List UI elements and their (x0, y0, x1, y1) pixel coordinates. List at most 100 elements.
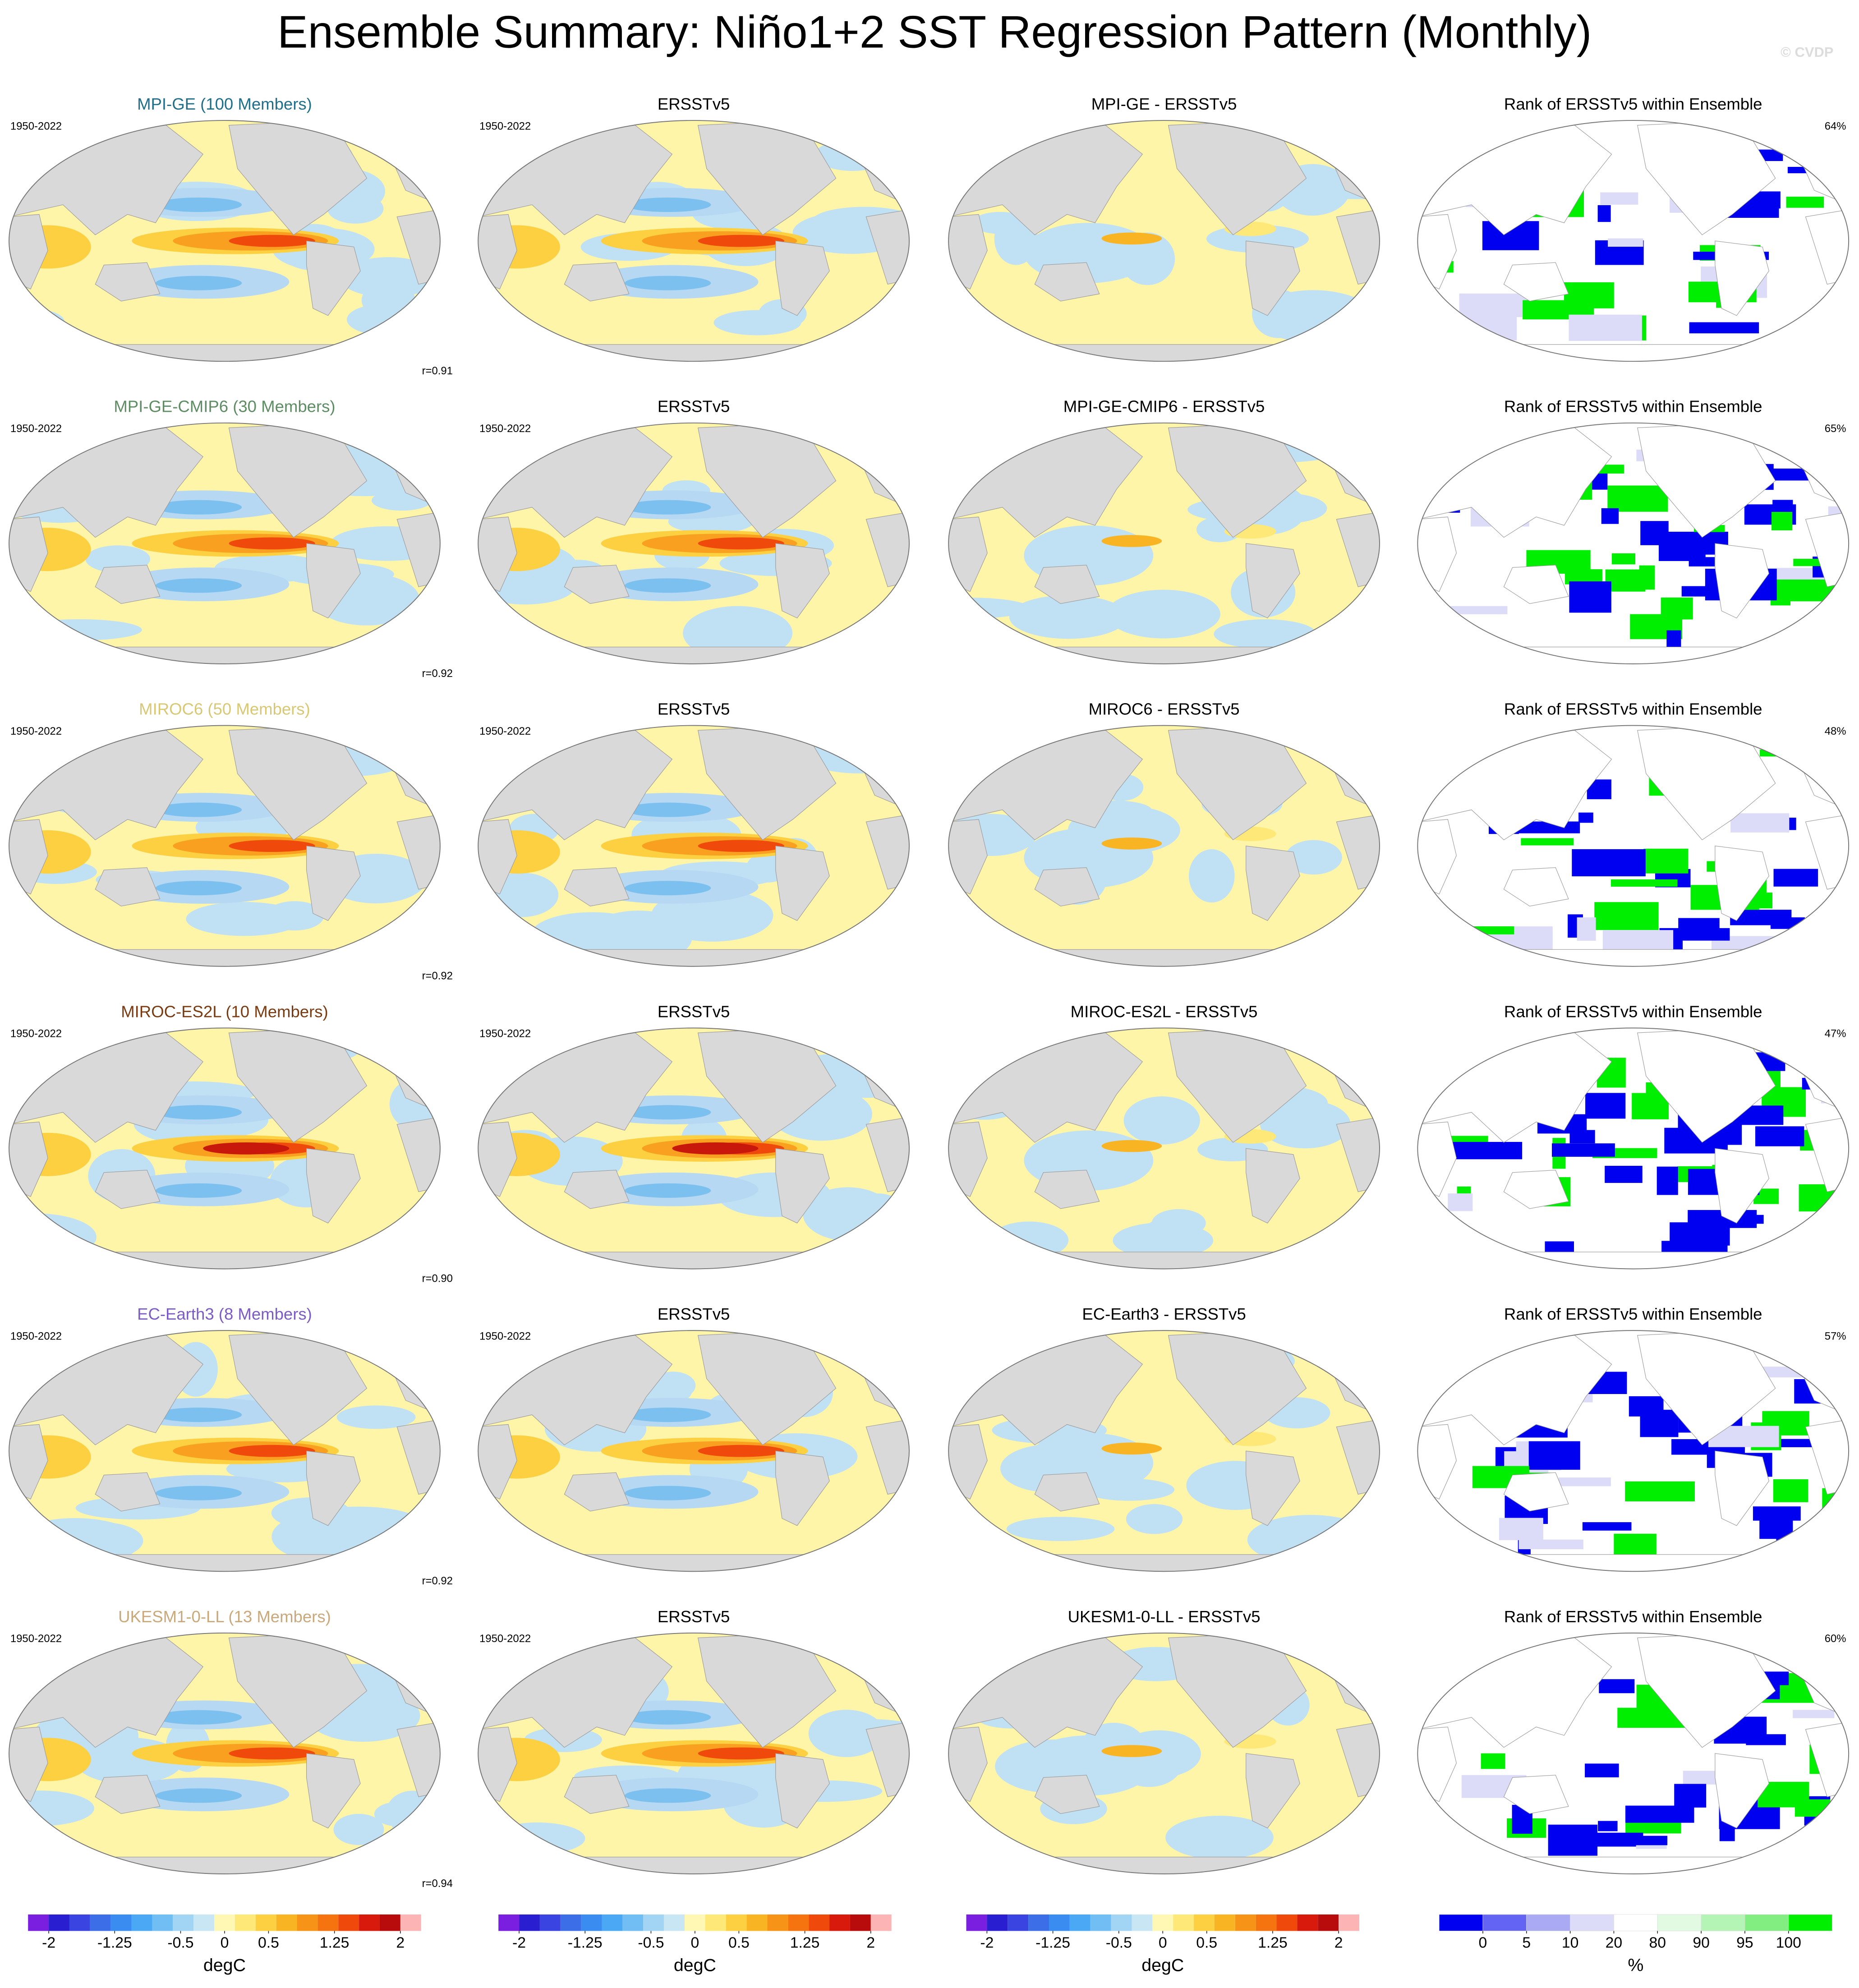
land (9, 1028, 203, 1143)
anomaly (1101, 232, 1162, 245)
rank-cell (1786, 197, 1824, 208)
anomaly (1214, 619, 1317, 649)
map (948, 1028, 1380, 1269)
anomaly (156, 1408, 242, 1422)
panel-title: ERSSTv5 (658, 1002, 730, 1021)
period-label: 1950-2022 (479, 725, 531, 737)
period-label: 1950-2022 (10, 120, 62, 132)
colorbar-box (1152, 1914, 1173, 1931)
rank-cell (1678, 918, 1720, 934)
land (948, 1424, 988, 1500)
anomaly (156, 1788, 242, 1803)
rank-cell (1605, 569, 1646, 592)
land (95, 262, 161, 302)
colorbar-tick-label: 1.25 (790, 1934, 820, 1951)
colorbar-box (255, 1914, 276, 1931)
colorbar-box (1173, 1914, 1194, 1931)
land (478, 949, 910, 966)
rank-cell (1611, 879, 1678, 887)
land (95, 1169, 161, 1209)
map-border (1417, 1632, 1850, 1874)
pattern-correlation: r=0.92 (422, 970, 453, 982)
colorbar-box (1276, 1914, 1298, 1931)
rank-cell (1577, 917, 1596, 941)
anomaly (333, 1813, 384, 1845)
map (948, 1330, 1380, 1572)
anomaly (1101, 837, 1162, 850)
land (478, 1633, 673, 1748)
anomaly (1006, 1517, 1115, 1541)
rank-cell (1773, 1479, 1808, 1502)
colorbar-box (49, 1914, 69, 1931)
colorbar-box (1256, 1914, 1277, 1931)
land (9, 647, 440, 664)
land (1417, 214, 1457, 290)
rank-cell (1657, 1166, 1678, 1195)
colorbar-tick-label: 0.5 (728, 1934, 750, 1951)
map (1417, 1633, 1849, 1874)
colorbar-box (1028, 1914, 1049, 1931)
watermark: © CVDP (1781, 44, 1833, 60)
land (478, 120, 673, 235)
land (478, 1857, 910, 1874)
rank-cell (1551, 1143, 1615, 1157)
rank-cell (1772, 511, 1793, 530)
anomaly (156, 578, 242, 593)
land (1503, 867, 1569, 907)
land (564, 1169, 630, 1209)
map-border (9, 1330, 441, 1572)
land (1417, 423, 1612, 538)
colorbar-box (767, 1914, 788, 1931)
colorbar-unit: % (1628, 1956, 1643, 1975)
map-border (1417, 1027, 1850, 1270)
rank-cell (1607, 485, 1668, 512)
anomaly (625, 1486, 711, 1500)
map-border (948, 422, 1380, 664)
land (1715, 240, 1769, 316)
land (1805, 1419, 1849, 1495)
colorbar-tick-label: 0 (1159, 1934, 1167, 1951)
land (478, 1252, 910, 1269)
panel-title: MPI-GE - ERSSTv5 (1091, 95, 1237, 113)
period-label: 1950-2022 (10, 1028, 62, 1040)
land (948, 344, 1380, 362)
colorbar-box (1339, 1914, 1360, 1931)
map (948, 423, 1380, 664)
colorbar-tick-label: 5 (1522, 1934, 1531, 1951)
anomaly (371, 490, 432, 511)
map-border (478, 1330, 910, 1572)
colorbar-box (1482, 1914, 1527, 1931)
land (1336, 511, 1380, 587)
land (9, 344, 440, 362)
land (948, 647, 1380, 664)
period-label: 1950-2022 (10, 1330, 62, 1342)
rank-cell (1772, 500, 1793, 511)
land (9, 1633, 203, 1748)
colorbar-box (850, 1914, 871, 1931)
map (478, 725, 910, 966)
map (948, 725, 1380, 966)
land (478, 1330, 673, 1445)
anomaly (156, 881, 242, 896)
land (306, 1148, 361, 1224)
map (1417, 120, 1849, 362)
colorbar-box (1132, 1914, 1153, 1931)
land (478, 1122, 517, 1197)
period-label: 1950-2022 (479, 423, 531, 435)
period-label: 1950-2022 (479, 120, 531, 132)
anomaly (672, 1142, 759, 1155)
land (948, 1122, 988, 1197)
land (1503, 1472, 1569, 1512)
panel-title: UKESM1-0-LL - ERSSTv5 (1068, 1607, 1261, 1626)
anomaly (1123, 1096, 1200, 1145)
rank-cell (1760, 750, 1784, 757)
land (306, 846, 361, 921)
colorbar-tick-label: 2 (866, 1934, 875, 1951)
land (1715, 846, 1769, 921)
anomaly (203, 1142, 290, 1155)
panel-title: MPI-GE-CMIP6 - ERSSTv5 (1063, 397, 1265, 416)
land (775, 543, 830, 619)
land (775, 1148, 830, 1224)
land (1417, 1252, 1849, 1269)
rank-cell (1824, 1241, 1849, 1261)
